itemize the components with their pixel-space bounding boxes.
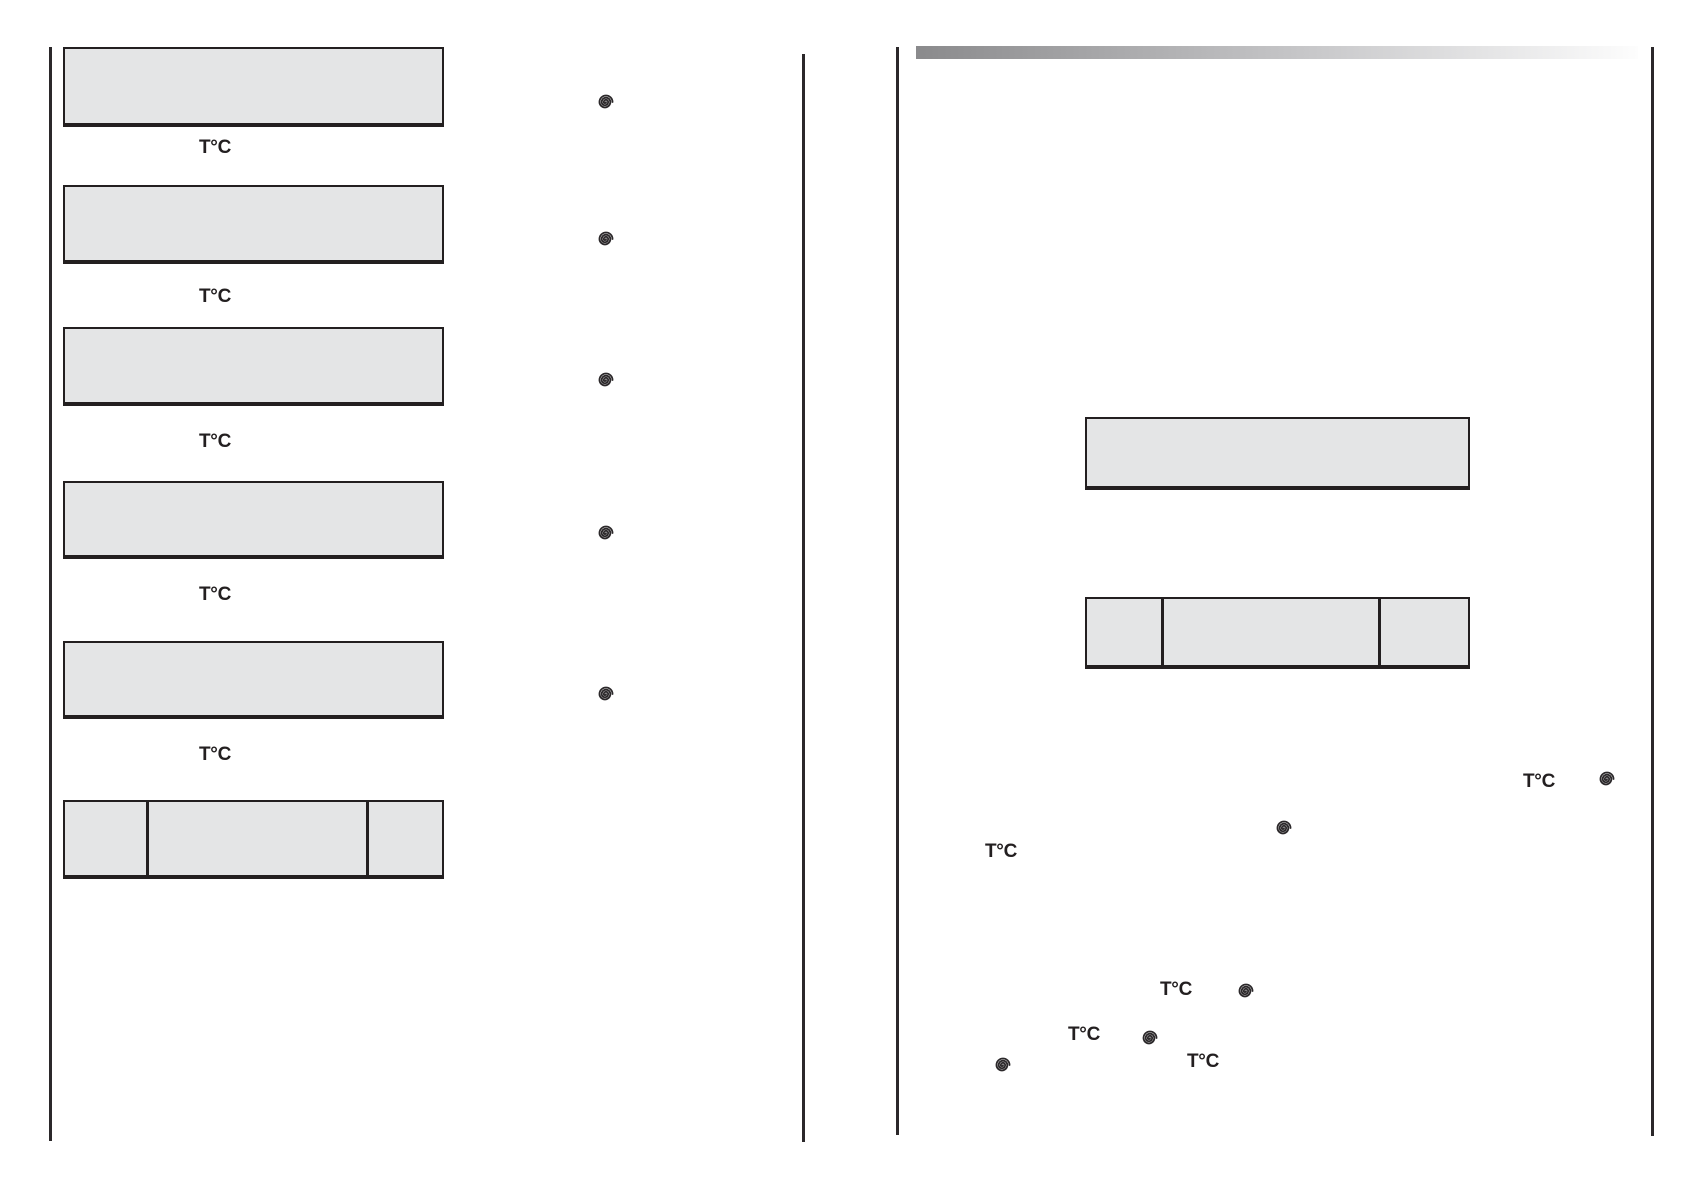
summary-table [1085,597,1470,669]
temperature-label: T°C [199,584,232,605]
spiral-icon [1594,766,1620,792]
program-box [63,327,444,406]
table-cell [65,802,146,875]
temperature-label: T°C [1187,1051,1220,1072]
spiral-icon [990,1052,1016,1078]
program-box [63,481,444,559]
temperature-label: T°C [1068,1024,1101,1045]
program-box [1085,417,1470,490]
program-box [63,641,444,719]
spiral-icon [1137,1025,1163,1051]
table-cell [1378,599,1468,665]
spiral-icon [593,89,619,115]
table-cell [1087,599,1161,665]
table-cell [146,802,366,875]
spiral-icon [1271,815,1297,841]
left-page-left-rule [49,47,52,1141]
spiral-icon [593,367,619,393]
spiral-icon [593,681,619,707]
temperature-label: T°C [199,744,232,765]
table-cell [366,802,442,875]
summary-table [63,800,444,879]
program-box [63,185,444,264]
program-box [63,47,444,127]
header-gradient-bar [916,46,1638,59]
right-page-left-rule [896,47,899,1135]
temperature-label: T°C [199,431,232,452]
table-cell [1161,599,1378,665]
temperature-label: T°C [1160,979,1193,1000]
left-page-right-rule [802,54,805,1142]
temperature-label: T°C [1523,771,1556,792]
right-page-right-rule [1651,47,1654,1136]
temperature-label: T°C [985,841,1018,862]
temperature-label: T°C [199,137,232,158]
temperature-label: T°C [199,286,232,307]
spiral-icon [593,226,619,252]
spiral-icon [593,520,619,546]
spiral-icon [1233,978,1259,1004]
